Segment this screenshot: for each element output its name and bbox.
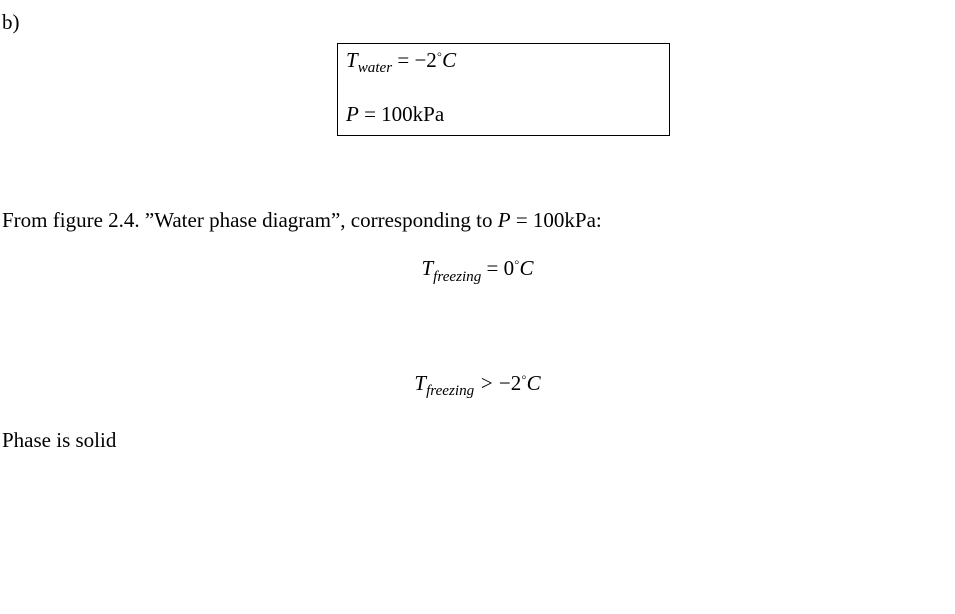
unit-C: C [442,48,456,72]
value-100: 100 [381,102,413,126]
equation-freezing-value: Tfreezing = 0◦C [2,255,953,285]
var-T: T [346,48,358,72]
value-0: 0 [504,256,515,280]
unit-C-eq2: C [527,371,541,395]
box-line-pressure: P = 100kPa [346,104,661,125]
var-T-eq1: T [421,256,433,280]
box-line-temperature: Twater = −2◦C [346,48,661,76]
given-conditions-box: Twater = −2◦C P = 100kPa [337,43,670,136]
unit-kPa: kPa [413,102,445,126]
spacer [2,136,953,208]
equals: = [392,48,414,72]
value-neg2: −2 [414,48,436,72]
equals-eq1: = [481,256,503,280]
var-P: P [346,102,359,126]
subscript-freezing-eq1: freezing [433,269,481,285]
spacer-eq [2,308,953,348]
subscript-freezing-eq2: freezing [426,383,474,399]
body-prefix: From figure 2.4. ”Water phase diagram”, … [2,208,498,232]
equals: = [359,102,381,126]
unit-kPa-inline: kPa [564,208,596,232]
body-text-line: From figure 2.4. ”Water phase diagram”, … [2,208,953,233]
part-label-text: b) [2,10,20,34]
equation-freezing-compare: Tfreezing > −2◦C [2,370,953,400]
conclusion-line: Phase is solid [2,428,953,453]
equals-inline: = [511,208,533,232]
value-100-inline: 100 [533,208,565,232]
subscript-water: water [358,60,392,76]
unit-C-eq1: C [520,256,534,280]
conclusion-text: Phase is solid [2,428,116,452]
value-neg2-eq2: −2 [499,371,521,395]
var-T-eq2: T [414,371,426,395]
var-P-inline: P [498,208,511,232]
body-suffix: : [596,208,602,232]
relation-gt: > [474,371,499,395]
part-label: b) [2,10,953,35]
